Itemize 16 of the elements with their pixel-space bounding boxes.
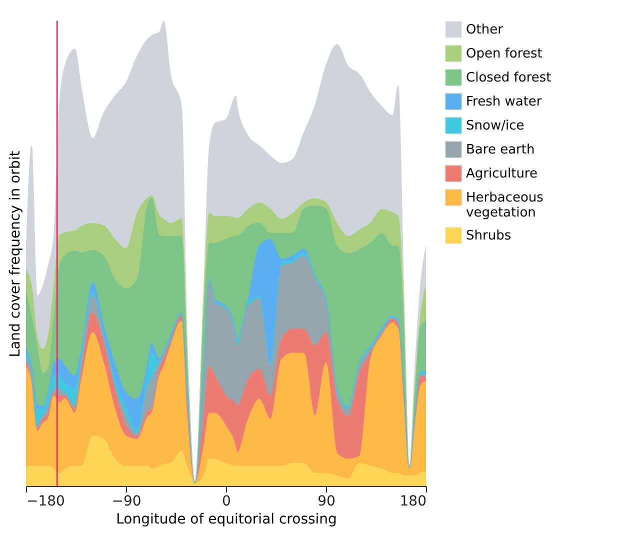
x-tick-label: 90 <box>318 494 336 510</box>
legend-label: Agriculture <box>466 166 538 182</box>
x-tick-label: −180 <box>26 494 65 510</box>
x-axis-title: Longitude of equitorial crossing <box>116 512 337 528</box>
legend-label: Open forest <box>466 46 542 62</box>
legend-label: Closed forest <box>466 70 552 86</box>
y-axis-title: Land cover frequency in orbit <box>8 150 24 358</box>
x-tick-label: 0 <box>222 494 231 510</box>
x-tick-label: 180 <box>400 494 426 510</box>
legend-label: Herbaceous vegetation <box>466 190 544 220</box>
legend-label: Bare earth <box>466 142 535 158</box>
legend-label: Shrubs <box>466 228 512 244</box>
legend-label: Snow/ice <box>466 118 524 134</box>
legend-label: Other <box>466 22 504 38</box>
x-tick-label: −90 <box>112 494 142 510</box>
legend-label: Fresh water <box>466 94 542 110</box>
